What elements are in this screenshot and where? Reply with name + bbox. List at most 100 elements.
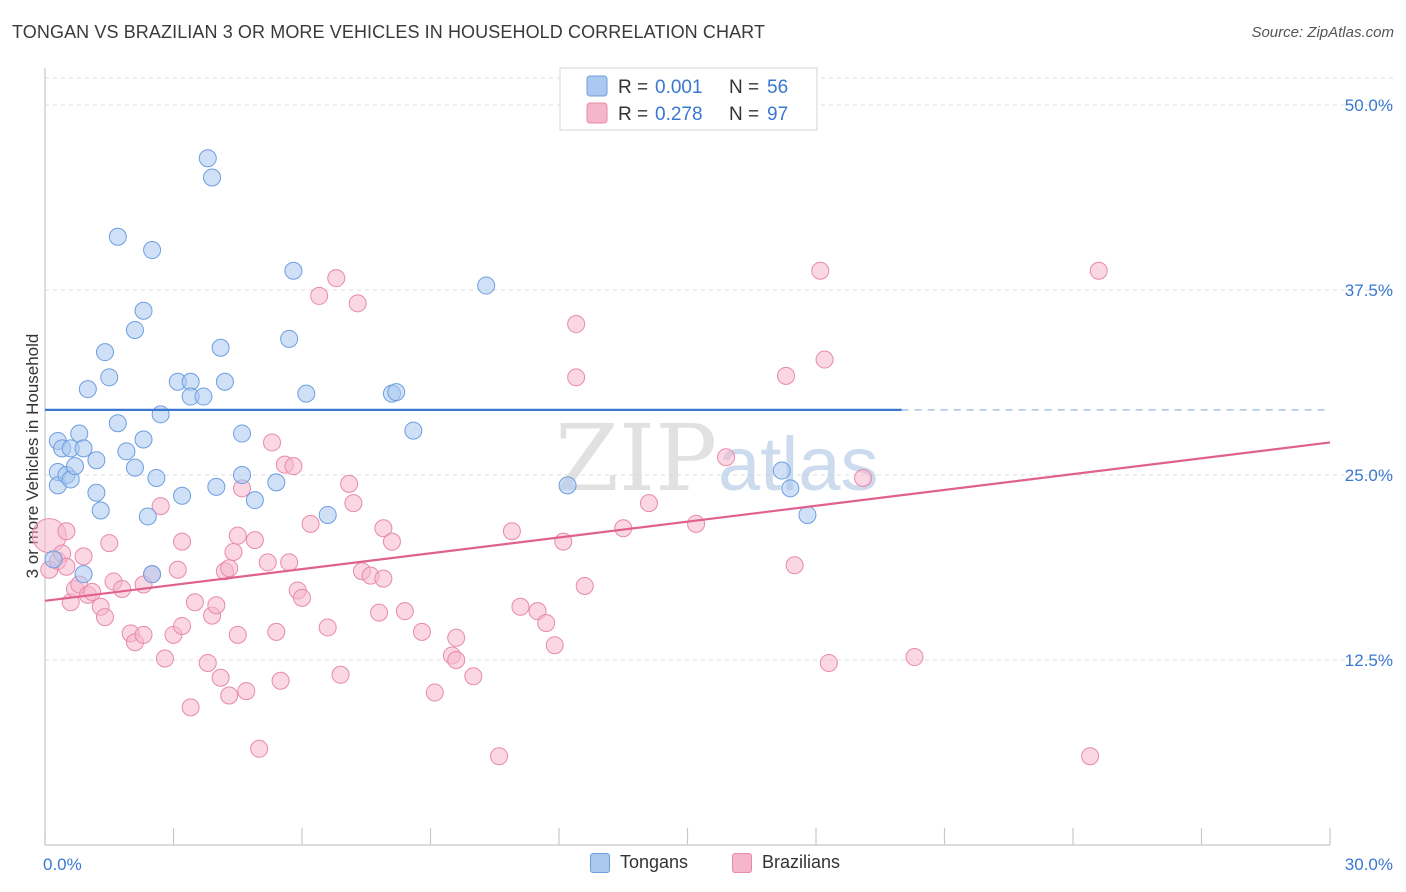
brazilian-point <box>185 593 204 612</box>
brazilian-point <box>777 366 796 385</box>
tongan-point <box>173 486 192 505</box>
brazilian-point <box>57 522 76 541</box>
tongan-point <box>65 457 84 476</box>
brazilian-point <box>537 614 556 632</box>
legend-n-label-tongans: N = <box>729 77 759 98</box>
brazilian-point <box>293 588 311 607</box>
legend-label-tongans: Tongans <box>620 852 689 872</box>
tongan-point <box>245 491 264 510</box>
tongan-point <box>108 227 127 246</box>
legend-swatch-brazilians <box>586 102 608 124</box>
tongan-point <box>91 501 110 520</box>
brazilian-point <box>412 622 431 641</box>
tongan-point <box>194 387 213 406</box>
brazilian-point <box>447 651 466 669</box>
x-tick-label-min: 0.0% <box>43 855 82 874</box>
brazilian-point <box>280 553 299 572</box>
brazilian-point <box>575 577 594 595</box>
tongan-point <box>284 261 303 280</box>
brazilian-point <box>447 628 466 647</box>
legend-r-label-brazilians: R = <box>618 104 648 125</box>
brazilian-point <box>151 497 170 516</box>
tongan-point <box>781 479 800 498</box>
brazilian-point <box>511 597 530 616</box>
brazilian-point <box>284 457 303 476</box>
watermark-atlas: atlas <box>718 422 879 507</box>
tongan-point <box>404 421 423 440</box>
brazilian-point <box>258 553 277 572</box>
series-brazilians-points <box>31 261 1108 766</box>
brazilian-point <box>95 608 114 627</box>
brazilian-point <box>425 683 444 702</box>
brazilian-point <box>819 653 838 672</box>
tongan-point <box>203 168 222 187</box>
brazilian-point <box>198 653 217 672</box>
brazilian-point <box>207 596 226 615</box>
brazilian-point <box>331 665 350 684</box>
brazilian-point <box>374 569 393 588</box>
brazilian-point <box>245 531 264 550</box>
legend-r-value-tongans: 0.001 <box>655 77 703 98</box>
brazilian-point <box>502 522 521 541</box>
brazilian-point <box>267 622 286 641</box>
tongan-point <box>143 565 162 584</box>
grid-lines <box>45 77 1395 661</box>
brazilian-point <box>173 616 192 635</box>
tongan-point <box>70 424 89 443</box>
brazilian-point <box>211 668 230 687</box>
tongan-point <box>772 461 791 480</box>
brazilian-point <box>271 671 290 690</box>
x-tick-label-max: 30.0% <box>1345 855 1393 874</box>
tongan-point <box>143 241 162 260</box>
brazilian-point <box>567 315 586 334</box>
tongan-point <box>207 477 226 496</box>
correlation-legend: R = 0.001 N = 56 R = 0.278 N = 97 <box>559 67 818 131</box>
brazilian-point <box>382 532 401 551</box>
brazilian-point <box>155 649 174 668</box>
trend-lines <box>44 408 1331 602</box>
tongan-point <box>387 383 406 402</box>
brazilian-point <box>639 494 658 513</box>
brazilian-point <box>100 534 119 553</box>
legend-n-value-tongans: 56 <box>767 77 788 98</box>
tongan-point <box>87 483 106 502</box>
tongan-point <box>318 505 337 524</box>
tongan-point <box>477 276 496 295</box>
brazilian-point <box>815 350 834 369</box>
brazilian-point <box>395 602 414 621</box>
brazilian-point <box>464 667 483 686</box>
legend-n-label-brazilians: N = <box>729 104 759 125</box>
brazilian-point <box>220 686 239 705</box>
brazilian-point <box>1089 261 1108 280</box>
brazilian-point <box>83 582 102 601</box>
legend-swatch-brazilians-bottom <box>732 852 752 873</box>
brazilian-point <box>220 559 239 578</box>
chart-title: TONGAN VS BRAZILIAN 3 OR MORE VEHICLES I… <box>12 22 766 42</box>
tongan-point <box>108 414 127 433</box>
brazilian-point <box>228 625 247 644</box>
tongan-point <box>147 468 166 487</box>
brazilian-point <box>134 625 153 644</box>
brazilian-point <box>224 542 243 561</box>
tongan-point <box>233 424 252 443</box>
brazilian-point <box>310 286 329 305</box>
brazilian-point <box>263 433 282 452</box>
legend-swatch-tongans-bottom <box>590 852 610 873</box>
brazilian-point <box>327 269 346 288</box>
watermark-zip: ZIP <box>555 405 717 512</box>
brazilian-point <box>785 556 804 575</box>
brazilian-point <box>318 618 337 637</box>
tongan-point <box>125 320 144 339</box>
brazilians-trend-line <box>44 441 1331 602</box>
legend-r-value-brazilians: 0.278 <box>655 104 703 125</box>
brazilian-point <box>74 547 93 566</box>
tongan-point <box>95 343 114 362</box>
brazilian-point <box>811 261 830 280</box>
brazilian-point <box>228 526 247 545</box>
brazilian-point <box>717 448 736 467</box>
brazilian-point <box>173 532 192 551</box>
brazilian-point <box>237 682 256 701</box>
legend-n-value-brazilians: 97 <box>767 104 788 125</box>
tongan-point <box>87 451 106 470</box>
zipatlas-watermark: ZIP atlas <box>555 405 879 512</box>
